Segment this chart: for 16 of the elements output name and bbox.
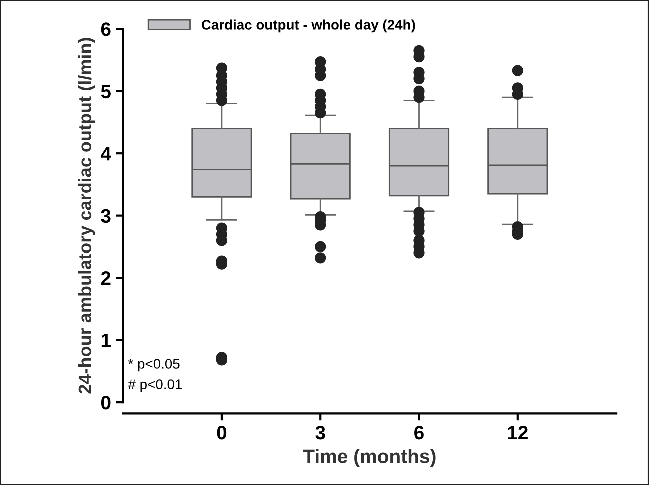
annotation: # p<0.01	[128, 380, 182, 392]
x-axis-title: Time (months)	[303, 449, 436, 468]
x-tick-label: 0	[217, 426, 227, 440]
y-tick-label: 4	[100, 147, 112, 161]
annotation: * p<0.05	[128, 359, 180, 372]
x-tick-label: 12	[508, 426, 528, 440]
y-tick-label: 5	[101, 85, 111, 99]
y-tick-label: 1	[102, 334, 111, 348]
x-tick-label: 6	[414, 426, 424, 440]
x-tick-label: 3	[316, 426, 326, 440]
y-axis-title: 24-hour ambulatory cardiac output (l/min)	[78, 38, 96, 394]
y-tick-label: 3	[101, 209, 111, 224]
y-tick-label: 0	[101, 396, 111, 410]
y-tick-label: 6	[101, 22, 111, 36]
y-tick-label: 2	[101, 272, 111, 286]
legend-label: Cardiac output - whole day (24h)	[202, 20, 416, 33]
